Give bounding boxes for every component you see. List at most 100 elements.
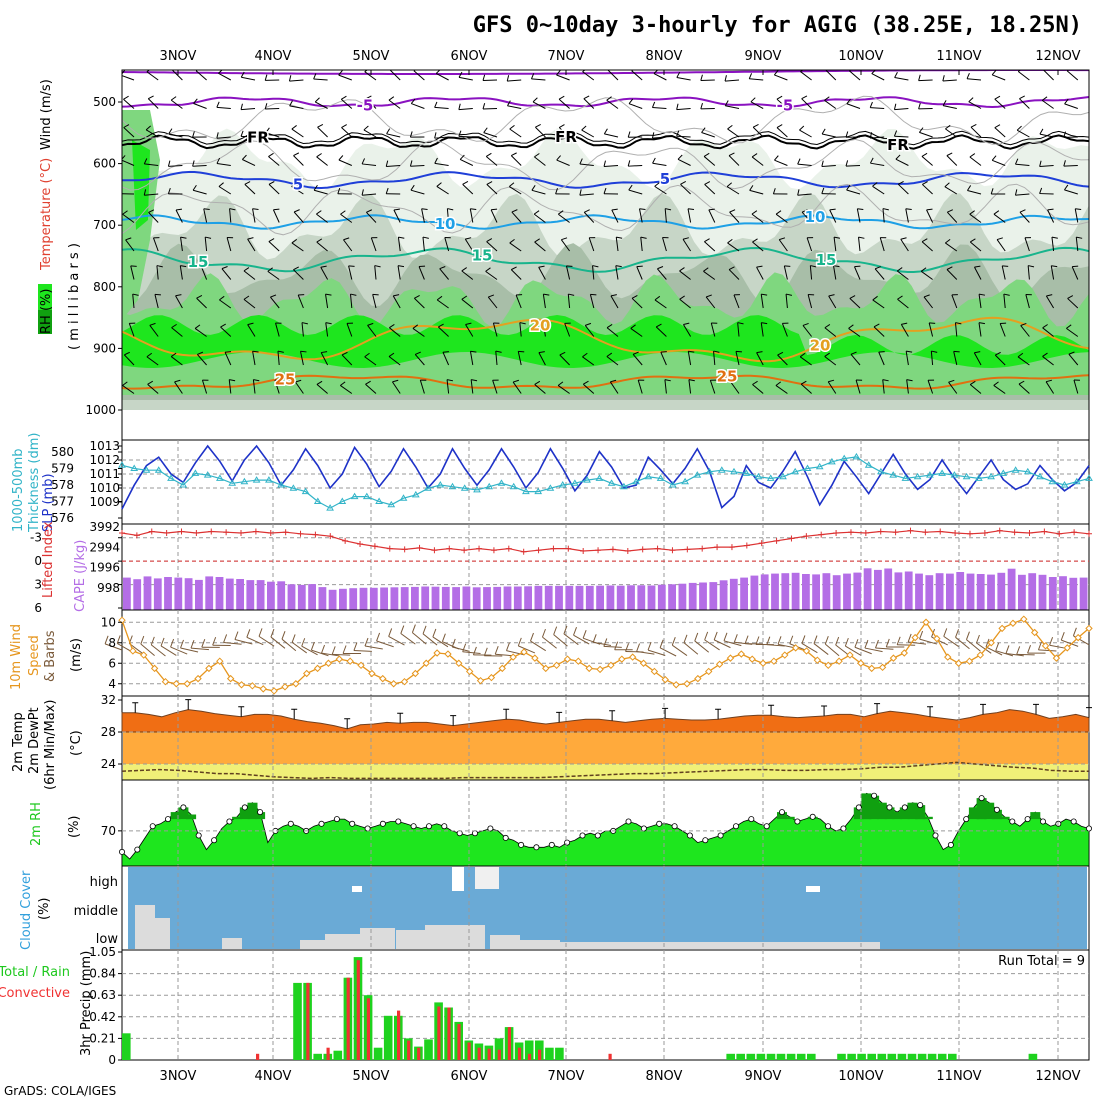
- wind10m-barb: [801, 642, 818, 654]
- wind-barb-flag: [894, 72, 898, 78]
- cape-bar: [462, 586, 471, 610]
- rh-point: [963, 816, 970, 823]
- wind-barb-flag: [680, 181, 687, 185]
- rh-high-fill: [876, 802, 887, 820]
- wind-barb: [123, 98, 135, 109]
- wind-barb-flag: [777, 351, 784, 356]
- wind10m-point: [759, 659, 767, 667]
- wind-barb: [132, 294, 135, 309]
- wind-barb-flag: [518, 350, 525, 353]
- wind10m-barb-flag: [116, 635, 121, 644]
- li-point: [119, 530, 125, 537]
- wind-barb: [829, 209, 837, 223]
- wind-barb-flag: [192, 131, 195, 138]
- tick-label: 700: [93, 218, 116, 232]
- wind10m-barb: [683, 642, 699, 655]
- wind10m-barb-flag: [789, 635, 794, 644]
- wind-barb-flag: [801, 95, 808, 100]
- li-point: [892, 529, 899, 536]
- wind-barb: [123, 127, 135, 138]
- wind-barb: [531, 78, 546, 81]
- wind-barb-flag: [991, 70, 997, 76]
- wind-barb-flag: [218, 70, 223, 74]
- wind-barb: [730, 381, 740, 394]
- wind-barb-flag: [1014, 189, 1018, 196]
- cape-bar: [699, 582, 707, 610]
- rh-point: [548, 841, 555, 848]
- rh-point: [318, 820, 325, 827]
- wind-barb: [265, 108, 280, 110]
- thickness-point: [1048, 477, 1057, 485]
- wind-barb: [1017, 71, 1030, 81]
- cape-bar: [411, 586, 419, 610]
- wind-barb: [579, 163, 594, 166]
- wind-barb: [705, 296, 716, 309]
- wind-barb: [1016, 129, 1030, 138]
- wind-barb: [338, 74, 352, 81]
- cape-bar: [441, 586, 450, 610]
- contour-label: 15: [472, 247, 493, 265]
- wind-barb: [240, 135, 256, 138]
- precip-convective-bar: [306, 982, 310, 1060]
- wind10m-barb: [246, 636, 264, 646]
- wind10m-point: [324, 659, 333, 667]
- wind-barb-flag: [240, 71, 245, 78]
- wind-barb-flag: [704, 238, 710, 243]
- rh-point: [825, 823, 832, 830]
- wind10m-point: [944, 653, 952, 661]
- wind-barb: [243, 270, 256, 280]
- wind-barb: [800, 71, 812, 81]
- thickness-point: [522, 487, 530, 495]
- wind-barb-flag: [874, 266, 881, 270]
- wind-barb-flag: [123, 124, 130, 128]
- wind10m-point: [563, 655, 572, 663]
- wind-barb-flag: [700, 103, 703, 110]
- wind-barb-flag: [486, 152, 492, 157]
- wind-barb-flag: [774, 155, 779, 161]
- wind10m-barb: [364, 645, 383, 650]
- wind-barbs: [122, 70, 1083, 394]
- wind-barb-flag: [802, 322, 809, 326]
- wind-barb-flag: [1039, 160, 1042, 167]
- wind-barb: [509, 186, 522, 195]
- wind-barb-flag: [996, 237, 1003, 241]
- wind-barb-flag: [365, 95, 372, 100]
- wind-barb-flag: [850, 351, 857, 355]
- wind-barb-flag: [994, 124, 1001, 129]
- wind-barb-flag: [350, 293, 357, 296]
- wind10m-point: [705, 667, 713, 676]
- wind-barb: [1025, 294, 1030, 309]
- wind-barb-flag: [946, 266, 953, 270]
- wind-barb: [894, 77, 909, 81]
- slp-plot: [118, 444, 1093, 511]
- wind-barb: [895, 158, 909, 166]
- contour-line: [122, 316, 1089, 363]
- wind10m-barb-flag: [201, 639, 206, 648]
- wind-barb: [921, 156, 933, 166]
- wind-barb-flag: [470, 350, 477, 353]
- date-label: 12NOV: [1035, 1069, 1080, 1084]
- thickness-point: [999, 469, 1008, 476]
- wind-barb-flag: [627, 131, 631, 138]
- wind-barb-flag: [898, 181, 904, 185]
- wind-barb-flag: [193, 98, 198, 104]
- wind10m-barb-flag: [896, 636, 901, 645]
- low-cloud-block: [425, 925, 485, 949]
- wind-barb-flag: [724, 100, 729, 106]
- wind10m-barb: [1016, 653, 1035, 656]
- li-point: [981, 530, 988, 537]
- wind-barb-flag: [854, 265, 861, 268]
- wind-barb: [778, 239, 788, 252]
- wind10m-barb-flag: [331, 646, 336, 655]
- wind-barb-flag: [893, 130, 898, 137]
- wind-barb: [1074, 208, 1079, 223]
- wind-barb-flag: [858, 236, 865, 239]
- wind-barb-flag: [241, 154, 247, 160]
- wind10m-barb: [353, 650, 372, 652]
- li-point: [490, 547, 497, 554]
- wind-barb-flag: [824, 96, 830, 101]
- wind-barb: [760, 294, 764, 309]
- wind10m-barb: [966, 639, 981, 652]
- wind-barb-flag: [491, 208, 498, 211]
